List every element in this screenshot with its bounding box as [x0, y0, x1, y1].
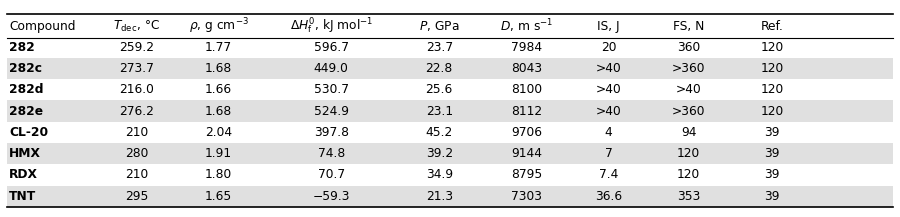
Text: 1.80: 1.80	[205, 168, 232, 181]
Text: 8795: 8795	[511, 168, 542, 181]
Bar	[7, 58, 893, 79]
Text: 360: 360	[677, 41, 700, 54]
Text: 7.4: 7.4	[598, 168, 618, 181]
Text: 7984: 7984	[511, 41, 542, 54]
Text: HMX: HMX	[9, 147, 41, 160]
Bar	[7, 100, 893, 122]
Text: $T_{\mathrm{dec}}$, °C: $T_{\mathrm{dec}}$, °C	[113, 18, 160, 34]
Text: 8100: 8100	[511, 83, 542, 96]
Text: −59.3: −59.3	[312, 190, 350, 203]
Text: 39: 39	[764, 147, 780, 160]
Text: 9706: 9706	[511, 126, 542, 139]
Text: IS, J: IS, J	[597, 20, 620, 33]
Text: 21.3: 21.3	[426, 190, 453, 203]
Text: 74.8: 74.8	[318, 147, 345, 160]
Text: 596.7: 596.7	[314, 41, 348, 54]
Text: 120: 120	[677, 147, 700, 160]
Text: 39: 39	[764, 126, 780, 139]
Text: 530.7: 530.7	[314, 83, 348, 96]
Text: 1.77: 1.77	[205, 41, 232, 54]
Text: 282d: 282d	[9, 83, 43, 96]
Text: 23.1: 23.1	[426, 105, 453, 118]
Text: $P$, GPa: $P$, GPa	[419, 19, 459, 33]
Text: 2.04: 2.04	[205, 126, 232, 139]
Text: 1.68: 1.68	[205, 62, 232, 75]
Text: Compound: Compound	[9, 20, 76, 33]
Text: 70.7: 70.7	[318, 168, 345, 181]
Text: 120: 120	[760, 62, 784, 75]
Text: 120: 120	[677, 168, 700, 181]
Text: CL-20: CL-20	[9, 126, 48, 139]
Text: 280: 280	[125, 147, 148, 160]
Bar	[7, 143, 893, 164]
Text: 1.68: 1.68	[205, 105, 232, 118]
Text: >360: >360	[671, 62, 706, 75]
Text: >40: >40	[596, 62, 621, 75]
Text: 8043: 8043	[511, 62, 542, 75]
Text: 1.91: 1.91	[205, 147, 232, 160]
Text: 282e: 282e	[9, 105, 43, 118]
Text: 210: 210	[125, 126, 148, 139]
Text: 7: 7	[605, 147, 612, 160]
Text: 120: 120	[760, 41, 784, 54]
Text: 449.0: 449.0	[314, 62, 348, 75]
Text: 524.9: 524.9	[314, 105, 348, 118]
Text: 282: 282	[9, 41, 35, 54]
Text: 282c: 282c	[9, 62, 42, 75]
Text: 39.2: 39.2	[426, 147, 453, 160]
Text: 20: 20	[600, 41, 617, 54]
Text: TNT: TNT	[9, 190, 36, 203]
Text: Ref.: Ref.	[760, 20, 784, 33]
Text: 276.2: 276.2	[120, 105, 154, 118]
Text: 210: 210	[125, 168, 148, 181]
Text: 25.6: 25.6	[426, 83, 453, 96]
Text: 397.8: 397.8	[314, 126, 348, 139]
Text: FS, N: FS, N	[673, 20, 704, 33]
Text: $D$, m s$^{-1}$: $D$, m s$^{-1}$	[500, 17, 554, 35]
Text: 22.8: 22.8	[426, 62, 453, 75]
Text: 39: 39	[764, 168, 780, 181]
Text: 7303: 7303	[511, 190, 542, 203]
Text: 120: 120	[760, 83, 784, 96]
Text: 1.65: 1.65	[205, 190, 232, 203]
Text: 273.7: 273.7	[120, 62, 154, 75]
Text: 34.9: 34.9	[426, 168, 453, 181]
Text: 23.7: 23.7	[426, 41, 453, 54]
Text: 216.0: 216.0	[120, 83, 154, 96]
Text: $\Delta H_{\mathrm{f}}^{0}$, kJ mol$^{-1}$: $\Delta H_{\mathrm{f}}^{0}$, kJ mol$^{-1…	[290, 16, 373, 36]
Text: 120: 120	[760, 105, 784, 118]
Text: 9144: 9144	[511, 147, 542, 160]
Text: 4: 4	[605, 126, 612, 139]
Text: RDX: RDX	[9, 168, 38, 181]
Text: >360: >360	[671, 105, 706, 118]
Text: 94: 94	[680, 126, 697, 139]
Text: 1.66: 1.66	[205, 83, 232, 96]
Text: 36.6: 36.6	[595, 190, 622, 203]
Text: 8112: 8112	[511, 105, 542, 118]
Text: 45.2: 45.2	[426, 126, 453, 139]
Text: >40: >40	[596, 105, 621, 118]
Text: 259.2: 259.2	[120, 41, 154, 54]
Text: 295: 295	[125, 190, 148, 203]
Text: $\rho$, g cm$^{-3}$: $\rho$, g cm$^{-3}$	[189, 16, 248, 36]
Bar	[7, 186, 893, 207]
Text: >40: >40	[596, 83, 621, 96]
Text: 39: 39	[764, 190, 780, 203]
Text: 353: 353	[677, 190, 700, 203]
Text: >40: >40	[676, 83, 701, 96]
